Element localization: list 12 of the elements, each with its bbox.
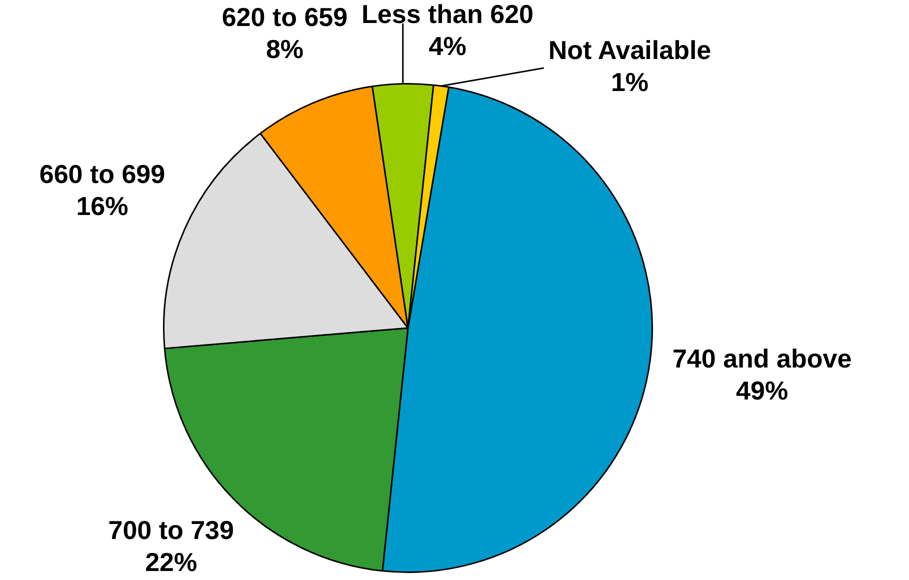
- slice-label: 740 and above: [672, 344, 852, 374]
- data-label: 49%: [736, 376, 788, 406]
- slice-label: 620 to 659: [222, 2, 348, 32]
- data-label: 22%: [145, 547, 198, 578]
- slice-label: 700 to 739: [108, 515, 234, 546]
- data-label: 4%: [428, 31, 466, 62]
- slice-label: 660 to 699: [39, 159, 166, 190]
- data-label: 16%: [76, 191, 128, 222]
- slice-label: Less than 620: [362, 0, 534, 30]
- slice-label: Not Available: [548, 35, 712, 66]
- data-label: 8%: [266, 34, 304, 64]
- data-label: 1%: [610, 67, 649, 98]
